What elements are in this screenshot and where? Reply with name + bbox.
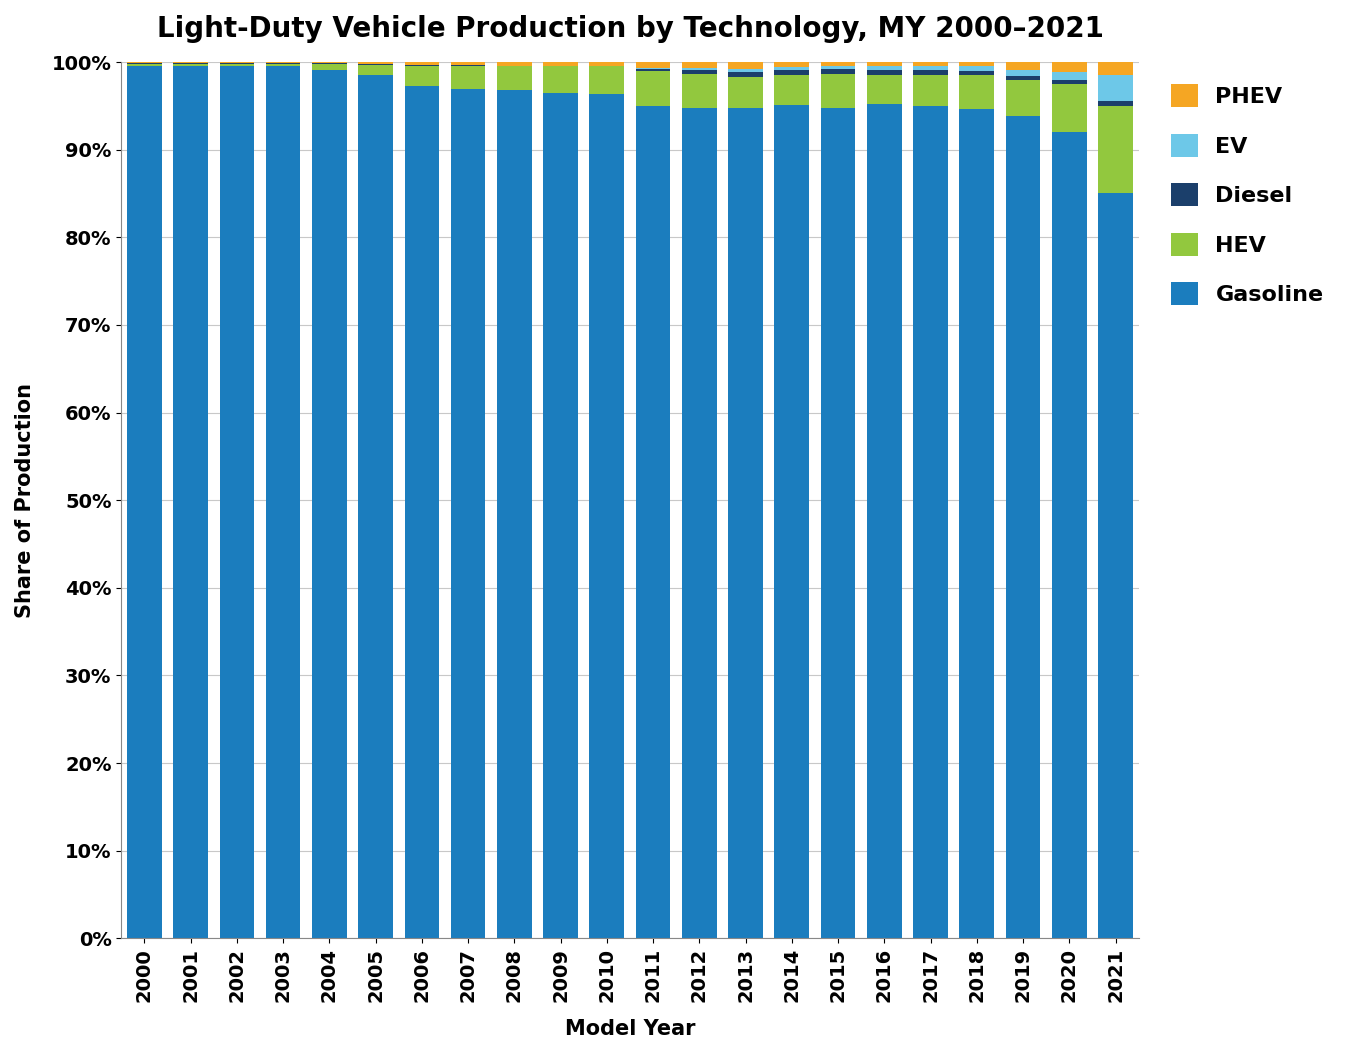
Bar xyxy=(682,69,717,70)
Legend: PHEV, EV, Diesel, HEV, Gasoline: PHEV, EV, Diesel, HEV, Gasoline xyxy=(1160,73,1335,316)
Bar xyxy=(543,66,578,93)
Bar xyxy=(775,105,809,938)
Bar xyxy=(867,70,902,75)
Bar xyxy=(960,62,994,66)
Bar xyxy=(1098,105,1133,194)
Bar xyxy=(821,62,856,66)
Bar xyxy=(1006,79,1041,116)
Bar xyxy=(913,62,948,66)
Bar xyxy=(405,65,439,85)
Bar xyxy=(1006,70,1041,76)
Bar xyxy=(451,90,486,938)
Bar xyxy=(173,63,208,65)
Bar xyxy=(960,71,994,75)
Bar xyxy=(266,66,301,938)
Bar xyxy=(1052,80,1087,84)
Bar xyxy=(1006,76,1041,79)
Bar xyxy=(728,69,763,72)
Bar xyxy=(775,75,809,105)
Bar xyxy=(358,75,393,938)
Bar xyxy=(1052,72,1087,80)
Bar xyxy=(821,66,856,69)
Bar xyxy=(728,77,763,109)
Bar xyxy=(451,62,486,64)
Bar xyxy=(1052,84,1087,132)
Bar xyxy=(913,75,948,105)
Bar xyxy=(1052,132,1087,938)
Bar xyxy=(173,65,208,938)
Bar xyxy=(913,105,948,938)
Bar xyxy=(266,63,301,66)
Bar xyxy=(821,74,856,108)
Bar xyxy=(636,69,671,71)
Bar xyxy=(590,62,624,65)
Bar xyxy=(1098,75,1133,101)
Bar xyxy=(358,64,393,75)
Bar xyxy=(497,66,532,90)
Bar xyxy=(220,63,254,66)
Bar xyxy=(728,72,763,77)
Bar xyxy=(913,70,948,75)
Bar xyxy=(728,62,763,69)
Bar xyxy=(1006,62,1041,70)
Bar xyxy=(913,66,948,70)
Bar xyxy=(867,66,902,70)
Bar xyxy=(312,63,347,70)
Title: Light-Duty Vehicle Production by Technology, MY 2000–2021: Light-Duty Vehicle Production by Technol… xyxy=(157,15,1103,43)
Bar xyxy=(867,75,902,104)
Bar xyxy=(405,62,439,64)
Bar xyxy=(682,74,717,108)
Bar xyxy=(636,105,671,938)
Bar xyxy=(636,62,671,69)
X-axis label: Model Year: Model Year xyxy=(564,1019,695,1039)
Bar xyxy=(127,65,162,938)
Bar xyxy=(775,62,809,67)
Bar xyxy=(1006,116,1041,938)
Bar xyxy=(405,85,439,938)
Bar xyxy=(220,66,254,938)
Bar xyxy=(867,62,902,66)
Bar xyxy=(682,108,717,938)
Bar xyxy=(543,62,578,65)
Bar xyxy=(127,63,162,65)
Bar xyxy=(312,70,347,938)
Bar xyxy=(728,109,763,938)
Bar xyxy=(1098,62,1133,75)
Bar xyxy=(1098,101,1133,105)
Bar xyxy=(960,66,994,71)
Bar xyxy=(960,110,994,938)
Bar xyxy=(358,62,393,63)
Bar xyxy=(590,95,624,938)
Bar xyxy=(451,65,486,90)
Y-axis label: Share of Production: Share of Production xyxy=(15,383,35,618)
Bar xyxy=(543,93,578,938)
Bar xyxy=(636,71,671,105)
Bar xyxy=(821,108,856,938)
Bar xyxy=(1052,62,1087,72)
Bar xyxy=(867,104,902,938)
Bar xyxy=(775,70,809,75)
Bar xyxy=(821,69,856,74)
Bar xyxy=(960,75,994,110)
Bar xyxy=(590,66,624,95)
Bar xyxy=(775,67,809,70)
Bar xyxy=(497,90,532,938)
Bar xyxy=(1098,194,1133,938)
Bar xyxy=(682,62,717,69)
Bar xyxy=(682,70,717,74)
Bar xyxy=(497,62,532,65)
